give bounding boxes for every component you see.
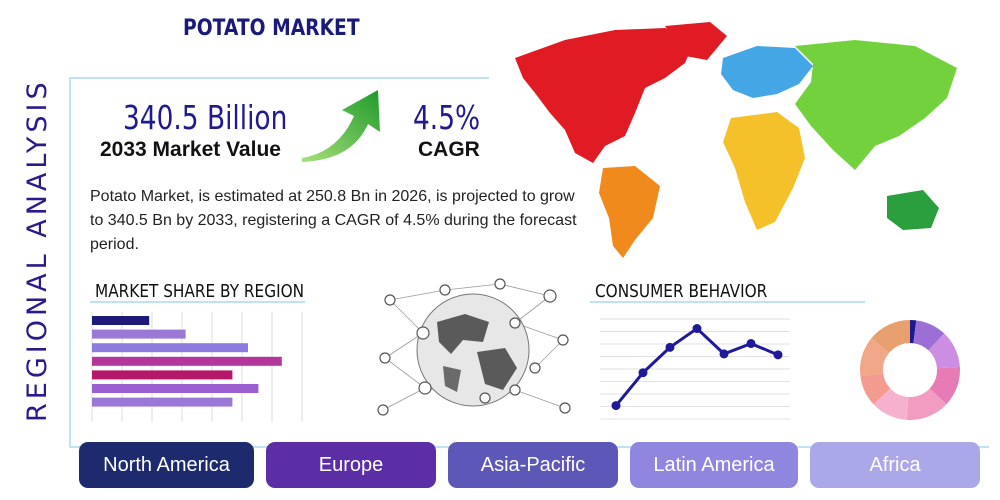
market-value-label: 2033 Market Value: [100, 138, 281, 161]
market-share-title: MARKET SHARE BY REGION: [95, 281, 305, 302]
tab-asia-pacific[interactable]: Asia-Pacific: [448, 442, 618, 488]
bar-2: [92, 329, 186, 339]
market-value: 340.5 Billion: [123, 98, 288, 137]
map-greenland: [665, 22, 727, 60]
description-text: Potato Market, is estimated at 250.8 Bn …: [90, 188, 577, 253]
frame-left-line: [69, 77, 71, 447]
cagr-label: CAGR: [418, 138, 480, 161]
consumer-behavior-underline: [590, 301, 865, 303]
tab-africa[interactable]: Africa: [810, 442, 980, 488]
bar-4: [92, 356, 282, 366]
line-point-3: [665, 342, 675, 352]
line-point-4: [692, 324, 702, 334]
world-map-icon: [515, 22, 957, 258]
donut-slice-3: [928, 333, 960, 369]
line-point-6: [746, 339, 756, 349]
bar-5: [92, 370, 233, 380]
map-australia: [887, 190, 939, 230]
line-point-5: [719, 349, 729, 359]
map-africa: [723, 112, 805, 230]
cagr-value: 4.5%: [413, 98, 481, 137]
donut-slice-5: [906, 388, 947, 420]
page-title: POTATO MARKET: [183, 16, 360, 41]
donut-slice-2: [913, 320, 945, 351]
market-share-bar-chart: [91, 312, 303, 422]
tab-latin-america[interactable]: Latin America: [630, 442, 798, 488]
map-north-america: [515, 28, 695, 163]
map-asia: [795, 40, 957, 170]
bar-1: [92, 316, 150, 325]
tab-europe[interactable]: Europe: [266, 442, 436, 488]
donut-slice-8: [860, 338, 890, 377]
bar-7: [92, 397, 233, 407]
map-europe: [721, 46, 813, 98]
bar-6: [92, 384, 259, 393]
line-point-1: [611, 401, 621, 411]
line-point-7: [773, 350, 783, 360]
map-south-america: [599, 166, 660, 258]
bar-3: [92, 343, 248, 353]
consumer-behavior-line-chart: [600, 318, 790, 420]
donut-slice-9: [871, 320, 910, 353]
tab-north-america[interactable]: North America: [79, 442, 254, 488]
side-title: REGIONAL ANALYSIS: [22, 78, 53, 422]
donut-slice-1: [910, 320, 917, 344]
frame-top-line: [69, 77, 489, 79]
growth-arrow-icon: [302, 90, 380, 162]
donut-slice-7: [860, 373, 891, 405]
network-globe-icon: [377, 278, 571, 416]
donut-slice-4: [929, 366, 960, 405]
line-point-2: [638, 368, 648, 378]
consumer-behavior-donut-chart: [860, 320, 960, 420]
donut-slice-6: [873, 388, 909, 420]
market-share-underline: [90, 301, 305, 303]
consumer-behavior-title: CONSUMER BEHAVIOR: [595, 281, 768, 302]
